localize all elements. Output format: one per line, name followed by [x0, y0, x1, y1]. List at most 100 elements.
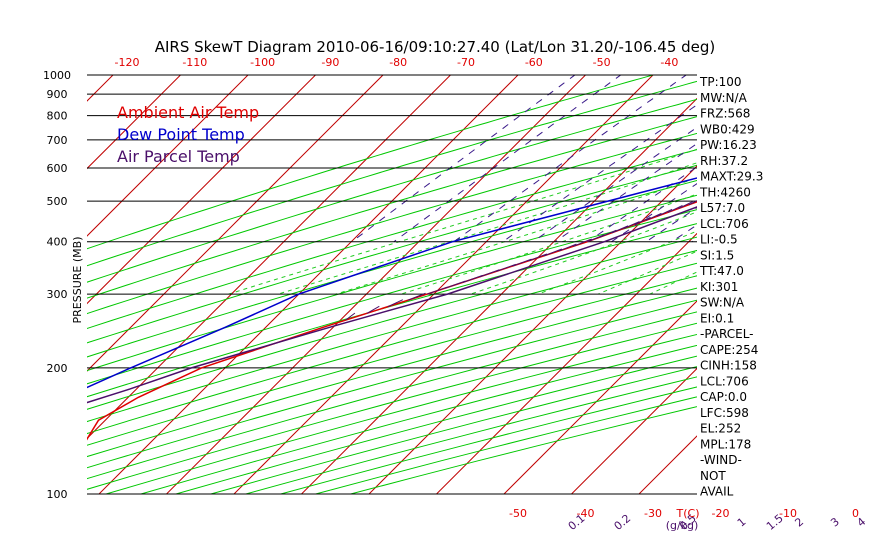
dry-adiabat-line — [87, 262, 697, 435]
x-tick-label: -10 — [779, 507, 797, 520]
mixing-ratio-unit: (g/kg) — [666, 519, 699, 532]
isotherm-line — [87, 75, 114, 102]
isotherm-line — [233, 75, 654, 494]
x-tick-label: -40 — [577, 507, 595, 520]
y-axis-label: PRESSURE (MB) — [71, 237, 84, 324]
index-entry: -WIND- — [700, 453, 742, 467]
top-x-tick-label: -100 — [250, 56, 275, 69]
index-entry: TT:47.0 — [699, 264, 744, 278]
y-tick-label: 100 — [47, 488, 68, 501]
x-axis-unit: T(C) — [676, 507, 700, 520]
isotherm-line — [435, 232, 697, 494]
x-tick-label: 0 — [852, 507, 859, 520]
top-x-tick-label: -110 — [182, 56, 207, 69]
cape-hatch — [387, 299, 404, 308]
mixing-ratio-tick-label: 4 — [855, 515, 869, 529]
isotherm-line — [87, 75, 182, 170]
cape-hatch — [688, 200, 697, 206]
y-tick-label: 500 — [47, 195, 68, 208]
dry-adiabat-line — [87, 311, 697, 480]
index-entry: LCL:706 — [700, 217, 749, 231]
dry-adiabat-line — [87, 223, 697, 398]
index-entry: TH:4260 — [699, 185, 751, 199]
cape-hatch — [777, 167, 784, 174]
cape-hatch — [366, 305, 380, 314]
cape-hatch — [623, 221, 640, 230]
dry-adiabat-line — [87, 275, 697, 446]
cape-hatch — [645, 212, 662, 221]
index-entry: TP:100 — [699, 75, 742, 89]
y-tick-label: 300 — [47, 288, 68, 301]
cape-hatch — [656, 208, 673, 217]
cape-hatch — [528, 253, 548, 262]
cape-hatch — [667, 204, 683, 213]
y-tick-label: 200 — [47, 362, 68, 375]
dry-adiabat-line — [87, 194, 697, 372]
y-tick-label: 400 — [47, 236, 68, 249]
cape-hatch — [573, 238, 591, 247]
index-entry: PW:16.23 — [700, 138, 757, 152]
dry-adiabat-line — [87, 75, 655, 250]
isotherm-line — [765, 66, 870, 503]
index-entry: MAXT:29.3 — [700, 170, 763, 184]
mixing-ratio-line — [555, 142, 697, 243]
profile-lines — [87, 167, 784, 441]
chart-title: AIRS SkewT Diagram 2010-06-16/09:10:27.4… — [155, 38, 716, 56]
top-x-tick-label: -90 — [321, 56, 339, 69]
isotherm-line — [87, 75, 317, 305]
cape-hatch — [479, 269, 500, 278]
mixing-ratio-line — [453, 75, 688, 243]
x-tick-label: -20 — [712, 507, 730, 520]
top-x-tick-label: -50 — [593, 56, 611, 69]
x-tick-label: -50 — [509, 507, 527, 520]
top-x-tick-label: -70 — [457, 56, 475, 69]
moist-adiabat-line — [400, 193, 697, 295]
cape-hatch — [543, 248, 563, 257]
dry-adiabat-line — [87, 249, 697, 423]
index-entry: CAPE:254 — [700, 343, 758, 357]
isotherm-line — [368, 165, 697, 494]
isotherm-line — [832, 66, 870, 503]
legend-entry: Dew Point Temp — [117, 125, 245, 144]
index-entry: LCL:706 — [700, 374, 749, 388]
legend-entry: Air Parcel Temp — [117, 147, 240, 166]
cape-hatch — [445, 280, 466, 289]
cape-hatch — [599, 229, 617, 238]
background-grid — [87, 66, 870, 503]
index-entry: WB0:429 — [700, 122, 755, 136]
isotherm-line — [87, 75, 384, 372]
cape-hatch — [512, 258, 532, 267]
dry-adiabat-line — [87, 209, 697, 385]
isotherm-line — [570, 367, 697, 494]
index-entry: EL:252 — [700, 422, 741, 436]
dry-adiabat-line — [87, 299, 697, 469]
cape-hatch — [587, 234, 605, 243]
mixing-ratio-line — [393, 75, 622, 243]
dry-adiabat-line — [140, 344, 697, 494]
top-x-tick-label: -40 — [660, 56, 678, 69]
cape-hatch — [462, 274, 483, 283]
moist-adiabat-line — [228, 148, 697, 295]
dry-adiabat-line — [87, 116, 697, 299]
cape-hatch — [611, 225, 629, 234]
dry-adiabat-line — [210, 366, 697, 494]
moist-adiabat-line — [470, 211, 697, 295]
cape-hatch — [427, 286, 448, 295]
cape-hatch — [767, 170, 776, 177]
cape-hatch — [496, 263, 516, 272]
isotherm-line — [300, 97, 697, 494]
mixing-ratio-tick-label: 1 — [735, 515, 749, 529]
dry-adiabat-line — [87, 98, 697, 283]
index-entry: CAP:0.0 — [700, 390, 747, 404]
index-entry: NOT — [700, 469, 726, 483]
cape-hatch — [345, 312, 356, 321]
top-x-tick-label: -120 — [115, 56, 140, 69]
dry-adiabat-line — [350, 406, 697, 494]
index-entry: FRZ:568 — [700, 107, 750, 121]
dry-adiabat-line — [87, 149, 697, 329]
top-x-tick-label: -80 — [389, 56, 407, 69]
index-entry: LFC:598 — [700, 406, 749, 420]
y-tick-label: 600 — [47, 162, 68, 175]
